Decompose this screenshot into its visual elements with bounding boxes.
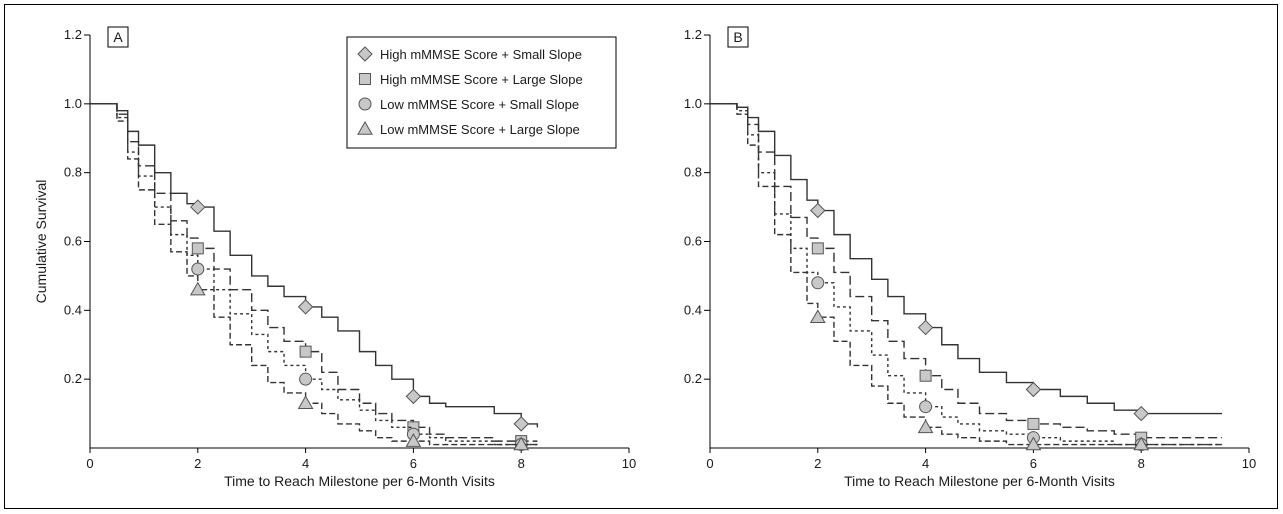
square-marker (191, 242, 204, 255)
x-tick-label: 10 (1242, 456, 1256, 471)
x-tick-label: 6 (1030, 456, 1037, 471)
y-tick-label: 0.6 (64, 234, 82, 249)
y-axis-label: Cumulative Survival (33, 180, 49, 304)
panel-A: 0.2 0.4 0.6 0.8 1.0 1.2 0 2 4 6 8 10 Time to Reach M… (33, 26, 636, 489)
triangle-marker (189, 281, 206, 296)
x-tick-label: 0 (86, 456, 93, 471)
panel-label-box (727, 26, 749, 48)
x-tick-label: 2 (194, 456, 201, 471)
x-tick-label: 8 (518, 456, 525, 471)
y-tick-label: 0.8 (64, 165, 82, 180)
x-tick-label: 6 (410, 456, 417, 471)
legend-label: Low mMMSE Score + Large Slope (380, 122, 580, 137)
legend-label: High mMMSE Score + Large Slope (380, 72, 583, 87)
square-marker (919, 369, 932, 382)
series-3 (710, 103, 1223, 451)
diamond-marker (513, 416, 529, 432)
x-tick-label: 8 (1138, 456, 1145, 471)
square-marker (1027, 417, 1040, 430)
legend-triangle-icon (357, 120, 373, 135)
x-tick-label: 4 (922, 456, 929, 471)
legend: High mMMSE Score + Small Slope High mMMSE… (346, 36, 617, 149)
legend-diamond-icon (357, 46, 373, 62)
triangle-marker (405, 433, 422, 447)
y-tick-label: 0.8 (684, 165, 702, 180)
panel-label-box (107, 26, 129, 48)
x-tick-label: 2 (814, 456, 821, 471)
circle-marker (811, 276, 825, 290)
diamond-marker (297, 299, 314, 315)
y-tick-label: 1.0 (684, 96, 702, 111)
x-tick-label: 0 (706, 456, 713, 471)
square-marker (811, 242, 824, 255)
series-1 (710, 103, 1223, 444)
series-line (90, 103, 538, 442)
triangle-marker (917, 419, 934, 434)
square-marker (299, 345, 312, 358)
x-tick-label: 4 (302, 456, 309, 471)
series-0 (90, 103, 539, 432)
y-tick-label: 1.2 (64, 27, 82, 42)
panel-label: B (733, 29, 742, 45)
diamond-marker (810, 202, 826, 219)
diamond-marker (917, 319, 934, 336)
circle-marker (919, 400, 933, 414)
y-tick-label: 0.2 (64, 371, 82, 386)
y-tick-label: 0.4 (684, 302, 702, 317)
y-tick-label: 1.2 (684, 27, 702, 42)
legend-label: Low mMMSE Score + Small Slope (380, 97, 579, 112)
y-tick-label: 0.2 (684, 371, 702, 386)
triangle-marker (809, 309, 826, 323)
series-line (710, 103, 1223, 415)
triangle-marker (1025, 436, 1042, 451)
y-tick-label: 0.4 (64, 302, 82, 317)
series-line (90, 103, 538, 446)
diamond-marker (1025, 381, 1042, 398)
x-axis-label: Time to Reach Milestone per 6-Month Visi… (224, 473, 495, 489)
figure-frame (4, 4, 1278, 509)
x-tick-label: 10 (622, 456, 636, 471)
triangle-marker (297, 395, 314, 410)
series-line (710, 103, 1223, 439)
triangle-marker (513, 436, 530, 451)
series-0 (710, 103, 1223, 422)
circle-marker (299, 372, 313, 386)
legend-label: High mMMSE Score + Small Slope (380, 47, 582, 62)
circle-marker (191, 262, 205, 276)
panel-B: 0.2 0.4 0.6 0.8 1.0 1.2 0 2 4 6 8 10 Time to Reach M… (684, 26, 1256, 489)
diamond-marker (190, 199, 206, 215)
series-3 (90, 103, 538, 451)
series-2 (90, 103, 538, 452)
triangle-marker (1133, 436, 1150, 451)
y-tick-label: 0.6 (684, 234, 702, 249)
y-tick-label: 1.0 (64, 96, 82, 111)
legend-square-icon (359, 73, 371, 85)
panel-label: A (113, 29, 123, 45)
series-line (710, 103, 1223, 446)
legend-circle-icon (358, 97, 372, 111)
legend-box (346, 36, 617, 149)
diamond-marker (405, 388, 422, 405)
x-axis-label: Time to Reach Milestone per 6-Month Visi… (844, 473, 1115, 489)
diamond-marker (1133, 405, 1149, 422)
series-line (90, 103, 538, 446)
series-line (90, 103, 539, 428)
series-1 (90, 103, 538, 448)
